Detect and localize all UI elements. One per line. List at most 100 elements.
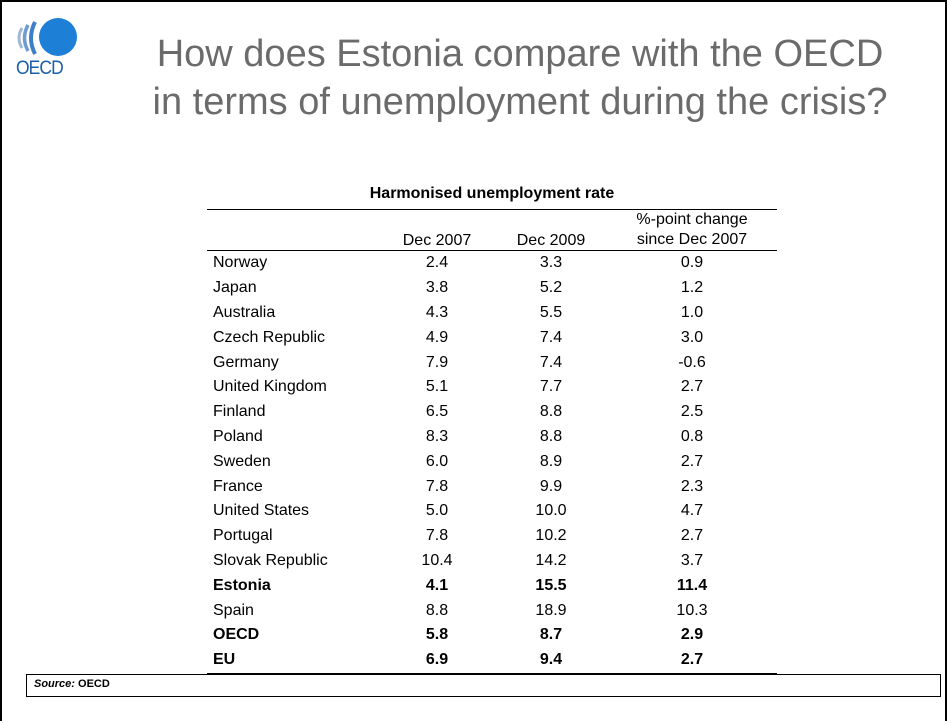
table-row: Czech Republic 4.9 7.4 3.0: [207, 325, 777, 350]
country-cell: Sweden: [213, 452, 271, 470]
source-value: OECD: [74, 678, 110, 690]
dec-2009-cell: 9.4: [539, 651, 563, 669]
table-row: United Kingdom 5.1 7.7 2.7: [207, 375, 777, 400]
table-row: United States 5.0 10.0 4.7: [207, 499, 777, 524]
country-cell: Estonia: [213, 576, 271, 594]
country-cell: Spain: [213, 601, 254, 619]
change-cell: 2.7: [680, 378, 704, 396]
header-dec-2007: Dec 2007: [402, 232, 472, 249]
dec-2009-cell: 5.2: [539, 279, 563, 297]
dec-2009-cell: 5.5: [539, 303, 563, 321]
country-cell: Germany: [213, 353, 279, 371]
dec-2007-cell: 8.3: [425, 427, 449, 445]
country-cell: Czech Republic: [213, 328, 326, 346]
dec-2007-cell: 7.9: [425, 353, 449, 371]
country-cell: Norway: [213, 254, 268, 272]
dec-2009-cell: 10.0: [535, 502, 567, 520]
source-label: Source:: [34, 678, 75, 690]
oecd-logo-text: OECD: [16, 58, 64, 79]
dec-2007-cell: 3.8: [425, 279, 449, 297]
change-cell: 2.7: [680, 651, 704, 669]
dec-2007-cell: 6.9: [425, 651, 449, 669]
change-cell: 4.7: [680, 502, 704, 520]
header-change-line-1: %-point change: [636, 211, 748, 228]
change-cell: 11.4: [676, 576, 708, 594]
table-caption: Harmonised unemployment rate: [369, 185, 615, 202]
oecd-logo: OECD: [16, 16, 91, 91]
country-cell: France: [213, 477, 263, 495]
country-cell: Slovak Republic: [213, 551, 328, 569]
change-cell: 2.7: [680, 527, 704, 545]
dec-2007-cell: 5.0: [425, 502, 449, 520]
dec-2009-cell: 7.4: [539, 353, 563, 371]
country-cell: Portugal: [213, 527, 273, 545]
table-row: OECD 5.8 8.7 2.9: [207, 623, 777, 648]
dec-2009-cell: 9.9: [539, 477, 563, 495]
table-row: Slovak Republic 10.4 14.2 3.7: [207, 549, 777, 574]
dec-2009-cell: 8.7: [539, 626, 563, 644]
dec-2007-cell: 10.4: [421, 551, 453, 569]
dec-2009-cell: 7.7: [539, 378, 563, 396]
dec-2009-cell: 10.2: [535, 527, 567, 545]
dec-2007-cell: 8.8: [425, 601, 449, 619]
header-country: [207, 210, 379, 251]
country-cell: Australia: [213, 303, 276, 321]
table-row: Germany 7.9 7.4 -0.6: [207, 350, 777, 375]
country-cell: United States: [213, 502, 310, 520]
source-note: Source: OECD: [34, 678, 110, 690]
change-cell: 1.0: [680, 303, 704, 321]
dec-2009-cell: 3.3: [539, 254, 563, 272]
table-row: Spain 8.8 18.9 10.3: [207, 598, 777, 623]
country-cell: Finland: [213, 403, 266, 421]
page-title: How does Estonia compare with the OECD i…: [100, 30, 940, 126]
dec-2009-cell: 14.2: [535, 551, 567, 569]
title-line-1: How does Estonia compare with the OECD: [156, 33, 884, 75]
table-row: Poland 8.3 8.8 0.8: [207, 425, 777, 450]
country-cell: Japan: [213, 279, 257, 297]
table-row: Portugal 7.8 10.2 2.7: [207, 524, 777, 549]
table-row: Australia 4.3 5.5 1.0: [207, 301, 777, 326]
dec-2007-cell: 7.8: [425, 527, 449, 545]
table-row: Sweden 6.0 8.9 2.7: [207, 449, 777, 474]
header-change: %-point change since Dec 2007: [607, 210, 777, 251]
title-line-2: in terms of unemployment during the cris…: [152, 81, 888, 123]
dec-2009-cell: 8.8: [539, 427, 563, 445]
source-box: Source: OECD: [26, 674, 941, 697]
country-cell: United Kingdom: [213, 378, 327, 396]
change-cell: -0.6: [678, 353, 706, 371]
country-cell: OECD: [213, 626, 260, 644]
table-row: Estonia 4.1 15.5 11.4: [207, 573, 777, 598]
dec-2007-cell: 2.4: [425, 254, 449, 272]
dec-2009-cell: 15.5: [535, 576, 567, 594]
dec-2009-cell: 8.8: [539, 403, 563, 421]
dec-2007-cell: 4.1: [425, 576, 449, 594]
table-row: EU 6.9 9.4 2.7: [207, 648, 777, 674]
change-cell: 2.3: [680, 477, 704, 495]
header-dec-2009: Dec 2009: [516, 232, 586, 249]
change-cell: 2.5: [680, 403, 704, 421]
change-cell: 0.8: [680, 427, 704, 445]
dec-2009-cell: 18.9: [535, 601, 567, 619]
country-cell: EU: [213, 651, 236, 669]
change-cell: 3.0: [680, 328, 704, 346]
change-cell: 0.9: [680, 254, 704, 272]
dec-2007-cell: 5.1: [425, 378, 449, 396]
country-cell: Poland: [213, 427, 263, 445]
table-row: Norway 2.4 3.3 0.9: [207, 251, 777, 276]
table-body: Norway 2.4 3.3 0.9 Japan 3.8 5.2 1.2 Australia 4.…: [207, 251, 777, 674]
dec-2007-cell: 6.5: [425, 403, 449, 421]
oecd-logo-mark: [17, 18, 77, 56]
change-cell: 2.7: [680, 452, 704, 470]
dec-2009-cell: 7.4: [539, 328, 563, 346]
table-header-row: Dec 2007 Dec 2009 %-point change since D…: [207, 209, 777, 251]
dec-2009-cell: 8.9: [539, 452, 563, 470]
change-cell: 1.2: [680, 279, 704, 297]
table-row: Japan 3.8 5.2 1.2: [207, 276, 777, 301]
dec-2007-cell: 4.3: [425, 303, 449, 321]
table-row: Finland 6.5 8.8 2.5: [207, 400, 777, 425]
unemployment-table: Dec 2007 Dec 2009 %-point change since D…: [207, 209, 777, 674]
dec-2007-cell: 4.9: [425, 328, 449, 346]
dec-2007-cell: 6.0: [425, 452, 449, 470]
change-cell: 10.3: [676, 601, 708, 619]
